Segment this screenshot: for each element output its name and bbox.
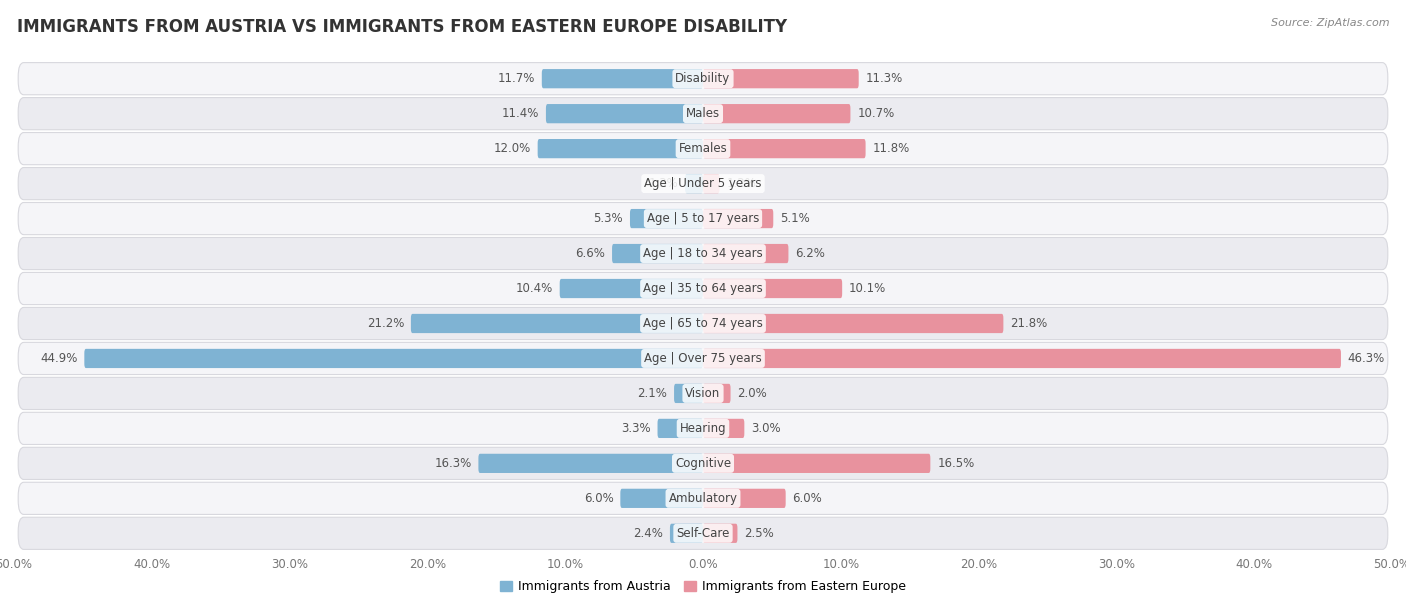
Text: 5.3%: 5.3% — [593, 212, 623, 225]
Text: 16.3%: 16.3% — [434, 457, 471, 470]
Text: Males: Males — [686, 107, 720, 120]
Text: Hearing: Hearing — [679, 422, 727, 435]
FancyBboxPatch shape — [18, 133, 1388, 165]
FancyBboxPatch shape — [18, 203, 1388, 234]
Text: 2.0%: 2.0% — [738, 387, 768, 400]
Text: Disability: Disability — [675, 72, 731, 85]
Text: 2.1%: 2.1% — [637, 387, 668, 400]
FancyBboxPatch shape — [703, 524, 738, 543]
FancyBboxPatch shape — [703, 419, 744, 438]
Legend: Immigrants from Austria, Immigrants from Eastern Europe: Immigrants from Austria, Immigrants from… — [495, 575, 911, 599]
FancyBboxPatch shape — [18, 482, 1388, 515]
Text: IMMIGRANTS FROM AUSTRIA VS IMMIGRANTS FROM EASTERN EUROPE DISABILITY: IMMIGRANTS FROM AUSTRIA VS IMMIGRANTS FR… — [17, 18, 787, 36]
Text: 10.1%: 10.1% — [849, 282, 886, 295]
Text: Age | 65 to 74 years: Age | 65 to 74 years — [643, 317, 763, 330]
FancyBboxPatch shape — [411, 314, 703, 333]
FancyBboxPatch shape — [84, 349, 703, 368]
Text: 6.6%: 6.6% — [575, 247, 605, 260]
FancyBboxPatch shape — [18, 517, 1388, 550]
FancyBboxPatch shape — [658, 419, 703, 438]
FancyBboxPatch shape — [673, 384, 703, 403]
Text: 3.0%: 3.0% — [751, 422, 780, 435]
FancyBboxPatch shape — [560, 279, 703, 298]
FancyBboxPatch shape — [18, 62, 1388, 95]
Text: 11.8%: 11.8% — [873, 142, 910, 155]
Text: 2.5%: 2.5% — [744, 527, 775, 540]
Text: Age | 5 to 17 years: Age | 5 to 17 years — [647, 212, 759, 225]
FancyBboxPatch shape — [18, 272, 1388, 305]
Text: Age | Over 75 years: Age | Over 75 years — [644, 352, 762, 365]
Text: 1.2%: 1.2% — [727, 177, 756, 190]
Text: 16.5%: 16.5% — [938, 457, 974, 470]
Text: 44.9%: 44.9% — [39, 352, 77, 365]
Text: 21.8%: 21.8% — [1011, 317, 1047, 330]
FancyBboxPatch shape — [620, 489, 703, 508]
Text: 5.1%: 5.1% — [780, 212, 810, 225]
FancyBboxPatch shape — [612, 244, 703, 263]
Text: Cognitive: Cognitive — [675, 457, 731, 470]
FancyBboxPatch shape — [478, 453, 703, 473]
Text: 10.4%: 10.4% — [516, 282, 553, 295]
Text: Age | 35 to 64 years: Age | 35 to 64 years — [643, 282, 763, 295]
Text: Source: ZipAtlas.com: Source: ZipAtlas.com — [1271, 18, 1389, 28]
FancyBboxPatch shape — [703, 349, 1341, 368]
Text: 6.2%: 6.2% — [796, 247, 825, 260]
FancyBboxPatch shape — [18, 447, 1388, 479]
Text: Self-Care: Self-Care — [676, 527, 730, 540]
Text: Age | Under 5 years: Age | Under 5 years — [644, 177, 762, 190]
Text: 3.3%: 3.3% — [621, 422, 651, 435]
Text: 11.7%: 11.7% — [498, 72, 534, 85]
Text: Vision: Vision — [685, 387, 721, 400]
Text: 1.3%: 1.3% — [648, 177, 678, 190]
FancyBboxPatch shape — [18, 412, 1388, 444]
Text: 21.2%: 21.2% — [367, 317, 404, 330]
Text: 46.3%: 46.3% — [1348, 352, 1385, 365]
FancyBboxPatch shape — [630, 209, 703, 228]
Text: 11.3%: 11.3% — [866, 72, 903, 85]
Text: Females: Females — [679, 142, 727, 155]
FancyBboxPatch shape — [18, 342, 1388, 375]
FancyBboxPatch shape — [703, 453, 931, 473]
FancyBboxPatch shape — [669, 524, 703, 543]
Text: Ambulatory: Ambulatory — [668, 492, 738, 505]
FancyBboxPatch shape — [703, 489, 786, 508]
Text: Age | 18 to 34 years: Age | 18 to 34 years — [643, 247, 763, 260]
FancyBboxPatch shape — [703, 244, 789, 263]
Text: 11.4%: 11.4% — [502, 107, 538, 120]
FancyBboxPatch shape — [18, 378, 1388, 409]
FancyBboxPatch shape — [18, 97, 1388, 130]
FancyBboxPatch shape — [541, 69, 703, 88]
FancyBboxPatch shape — [685, 174, 703, 193]
FancyBboxPatch shape — [18, 168, 1388, 200]
FancyBboxPatch shape — [703, 209, 773, 228]
Text: 10.7%: 10.7% — [858, 107, 894, 120]
Text: 12.0%: 12.0% — [494, 142, 531, 155]
FancyBboxPatch shape — [18, 307, 1388, 340]
Text: 2.4%: 2.4% — [633, 527, 664, 540]
FancyBboxPatch shape — [546, 104, 703, 123]
Text: 6.0%: 6.0% — [793, 492, 823, 505]
FancyBboxPatch shape — [703, 279, 842, 298]
FancyBboxPatch shape — [703, 69, 859, 88]
FancyBboxPatch shape — [703, 139, 866, 159]
Text: 6.0%: 6.0% — [583, 492, 613, 505]
FancyBboxPatch shape — [703, 174, 720, 193]
FancyBboxPatch shape — [18, 237, 1388, 270]
FancyBboxPatch shape — [537, 139, 703, 159]
FancyBboxPatch shape — [703, 104, 851, 123]
FancyBboxPatch shape — [703, 384, 731, 403]
FancyBboxPatch shape — [703, 314, 1004, 333]
